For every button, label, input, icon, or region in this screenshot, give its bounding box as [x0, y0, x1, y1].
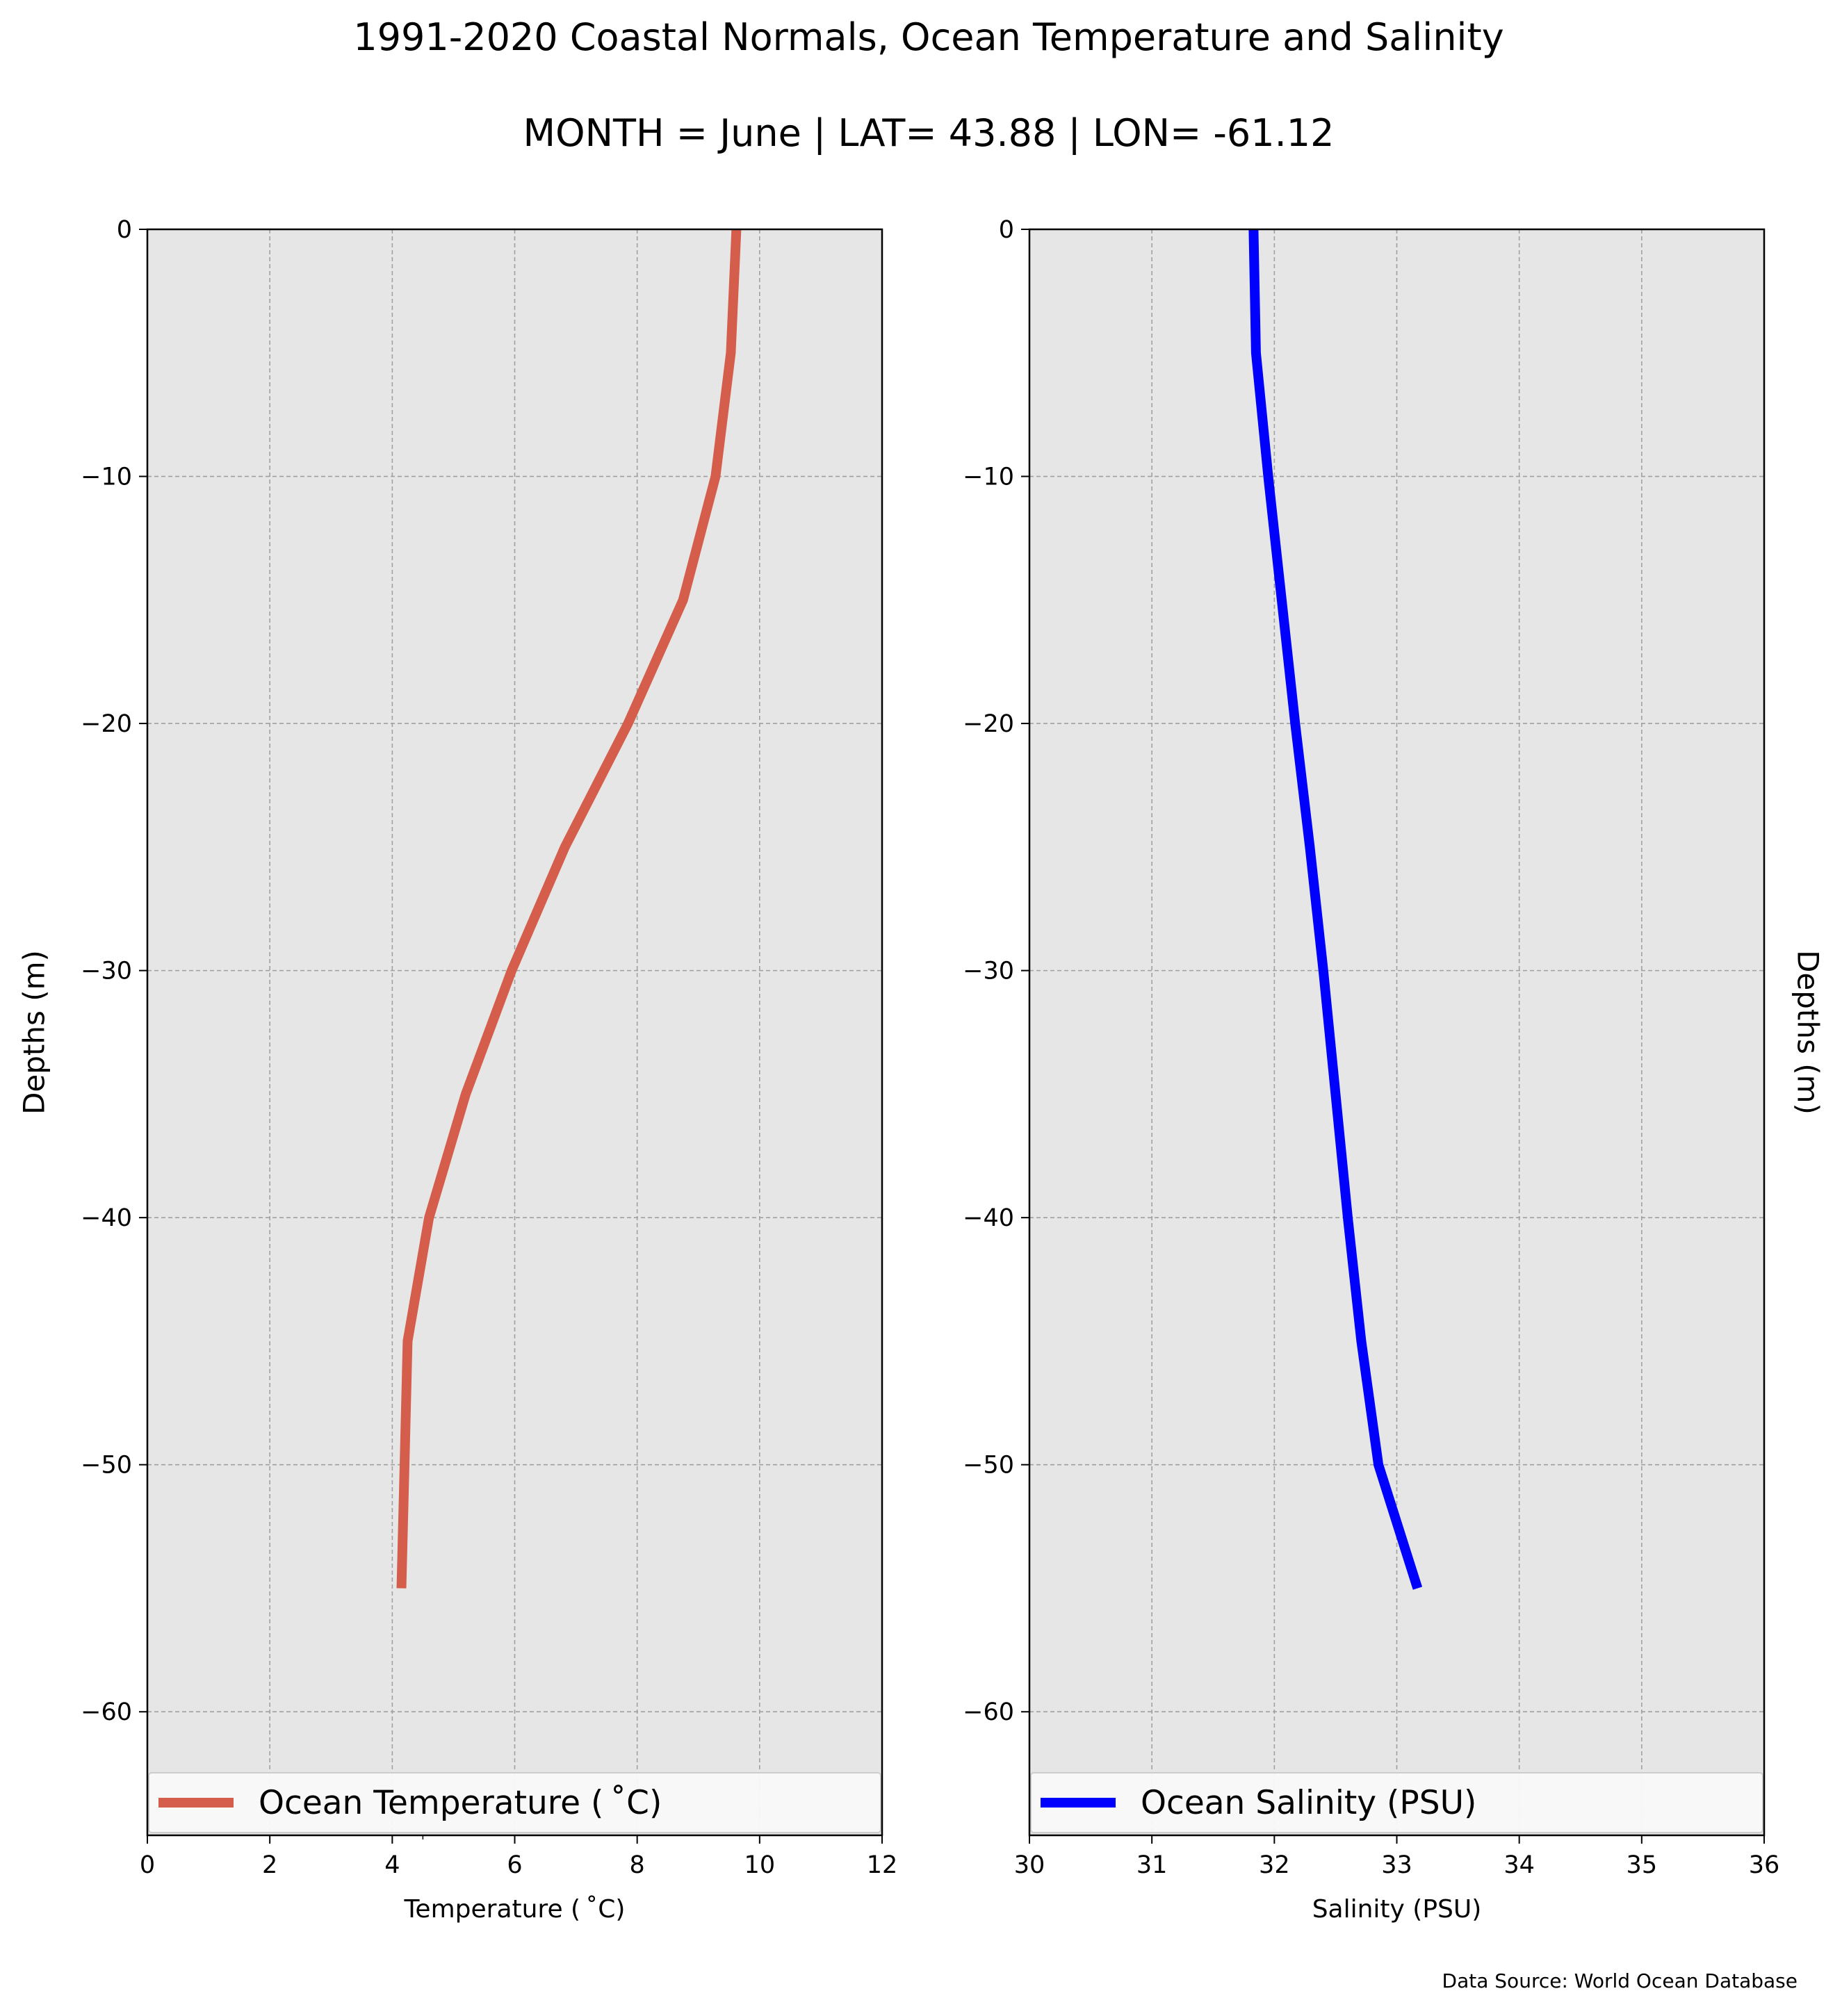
- y-tick-label: −50: [81, 1452, 132, 1480]
- y-tick-label: −30: [963, 958, 1014, 985]
- x-tick-label: 12: [867, 1851, 898, 1879]
- y-tick-label: −20: [81, 710, 132, 738]
- figure-title: 1991-2020 Coastal Normals, Ocean Tempera…: [353, 15, 1503, 59]
- salinity-panel: Ocean Salinity (PSU) 30 31 32 33 34 35 36 0 −10 −2…: [963, 216, 1825, 1924]
- x-tick-label: 36: [1749, 1851, 1780, 1879]
- temperature-panel: Ocean Temperature ( ˚C) 0 2 4 6 8 10 12 0 −10 −20 −…: [17, 216, 898, 1924]
- x-tick-label: 33: [1381, 1851, 1412, 1879]
- x-tick-label: 34: [1503, 1851, 1535, 1879]
- temperature-legend: [148, 1772, 881, 1833]
- temperature-series-line: [396, 229, 742, 1589]
- y-tick-label: −40: [963, 1204, 1014, 1232]
- figure-subtitle: MONTH = June | LAT= 43.88 | LON= -61.12: [523, 111, 1335, 155]
- temperature-legend-label: Ocean Temperature ( ˚C): [259, 1784, 662, 1822]
- y-tick-label: −10: [963, 464, 1014, 491]
- y-tick-label: −20: [963, 710, 1014, 738]
- x-tick-label: 0: [140, 1851, 155, 1879]
- salinity-legend-label: Ocean Salinity (PSU): [1141, 1784, 1476, 1822]
- x-tick-label: 2: [262, 1851, 277, 1879]
- salinity-legend: [1030, 1772, 1763, 1833]
- salinity-series-line: [1248, 229, 1423, 1590]
- x-tick-label: 8: [630, 1851, 645, 1879]
- x-tick-label: 31: [1136, 1851, 1168, 1879]
- x-tick-label: 30: [1014, 1851, 1045, 1879]
- x-tick-label: 4: [384, 1851, 400, 1879]
- x-tick-label: 35: [1627, 1851, 1658, 1879]
- y-tick-label: −50: [963, 1452, 1014, 1480]
- temperature-x-axis-label: Temperature ( ˚C): [404, 1895, 626, 1924]
- x-tick-label: 10: [744, 1851, 776, 1879]
- y-tick-label: −10: [81, 464, 132, 491]
- y-tick-label: 0: [117, 216, 132, 244]
- data-source-note: Data Source: World Ocean Database: [1442, 1969, 1798, 1992]
- x-tick-label: 6: [507, 1851, 522, 1879]
- y-tick-label: −60: [963, 1698, 1014, 1726]
- salinity-x-axis-label: Salinity (PSU): [1312, 1895, 1482, 1924]
- salinity-y-axis-label: Depths (m): [1791, 950, 1825, 1115]
- y-tick-label: −60: [81, 1698, 132, 1726]
- x-tick-label: 32: [1259, 1851, 1290, 1879]
- y-tick-label: 0: [999, 216, 1014, 244]
- y-tick-label: −40: [81, 1204, 132, 1232]
- temperature-y-axis-label: Depths (m): [17, 950, 51, 1115]
- y-tick-label: −30: [81, 958, 132, 985]
